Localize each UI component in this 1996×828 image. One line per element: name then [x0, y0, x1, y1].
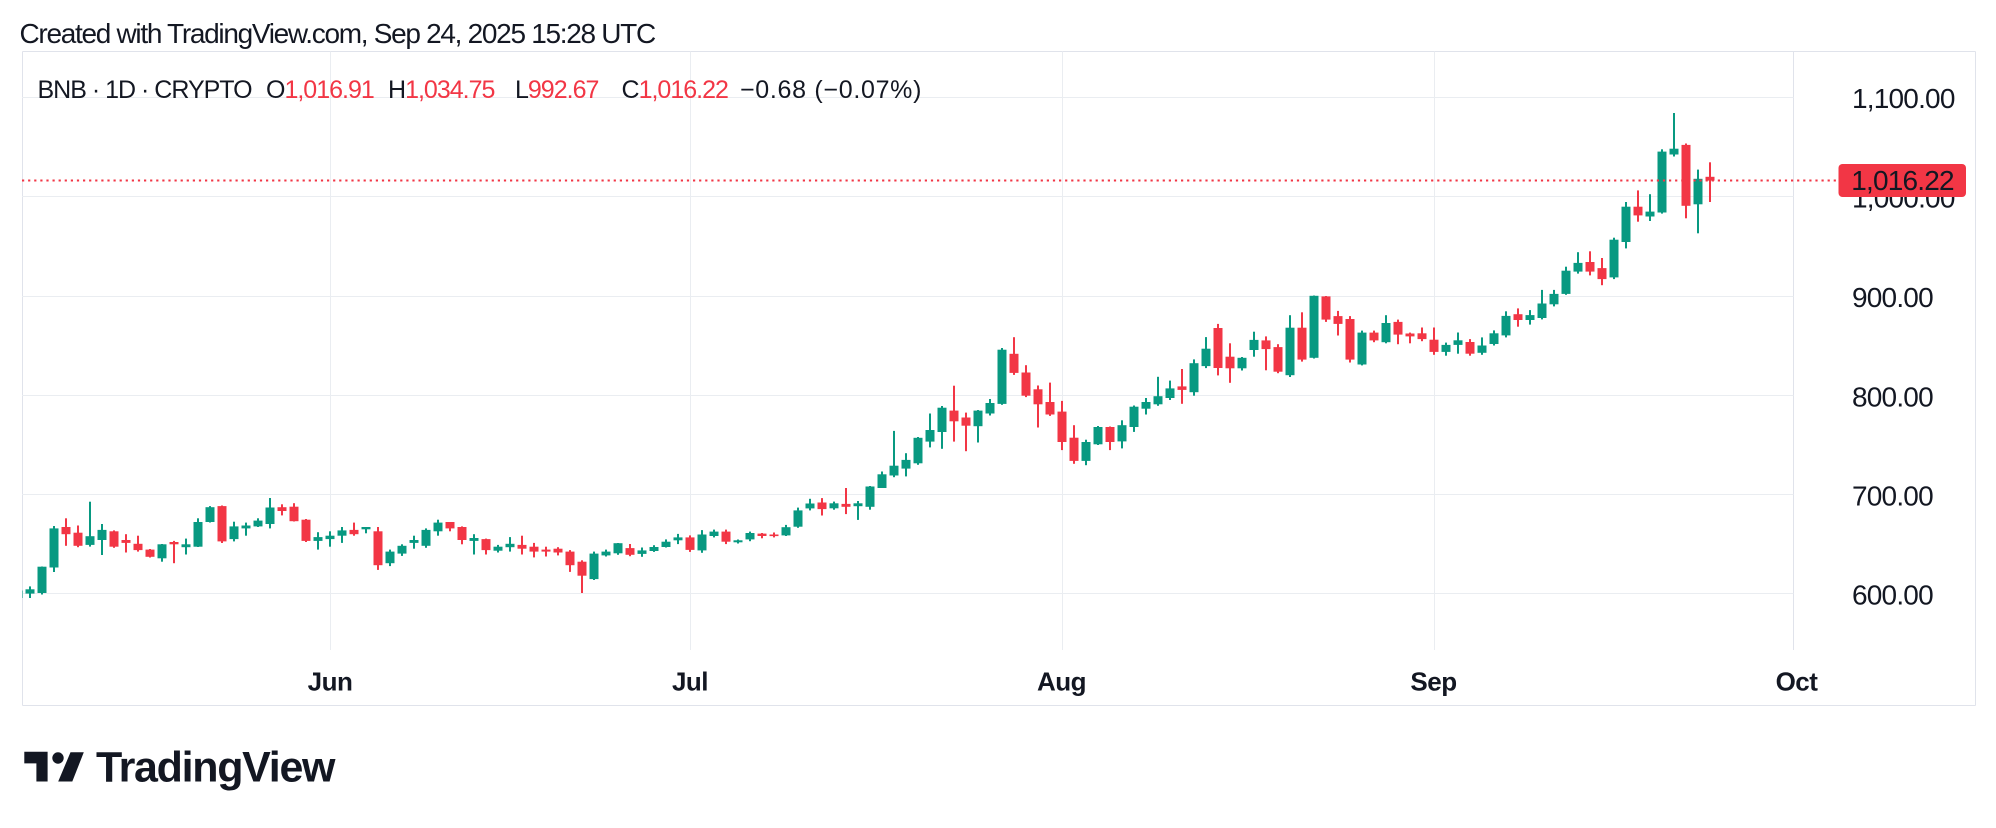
svg-text:C1,016.22: C1,016.22 — [622, 76, 728, 104]
svg-text:O1,016.91: O1,016.91 — [266, 76, 374, 104]
svg-text:L992.67: L992.67 — [515, 76, 598, 104]
svg-text:Sep: Sep — [1410, 667, 1456, 697]
svg-text:800.00: 800.00 — [1852, 381, 1933, 412]
svg-text:900.00: 900.00 — [1852, 282, 1933, 313]
svg-text:Jul: Jul — [672, 667, 708, 697]
svg-text:Aug: Aug — [1037, 667, 1086, 697]
svg-text:1,100.00: 1,100.00 — [1852, 83, 1955, 114]
svg-text:700.00: 700.00 — [1852, 480, 1933, 511]
svg-text:TradingView: TradingView — [96, 744, 336, 792]
svg-text:Oct: Oct — [1776, 667, 1819, 697]
svg-text:1,016.22: 1,016.22 — [1851, 165, 1954, 196]
svg-text:Jun: Jun — [308, 667, 353, 697]
svg-text:−0.68 (−0.07%): −0.68 (−0.07%) — [740, 76, 922, 104]
svg-text:Created with TradingView.com,: Created with TradingView.com, Sep 24, 20… — [20, 18, 656, 49]
svg-text:H1,034.75: H1,034.75 — [388, 76, 494, 104]
svg-text:BNB · 1D · CRYPTO: BNB · 1D · CRYPTO — [38, 76, 253, 104]
svg-text:600.00: 600.00 — [1852, 579, 1933, 610]
